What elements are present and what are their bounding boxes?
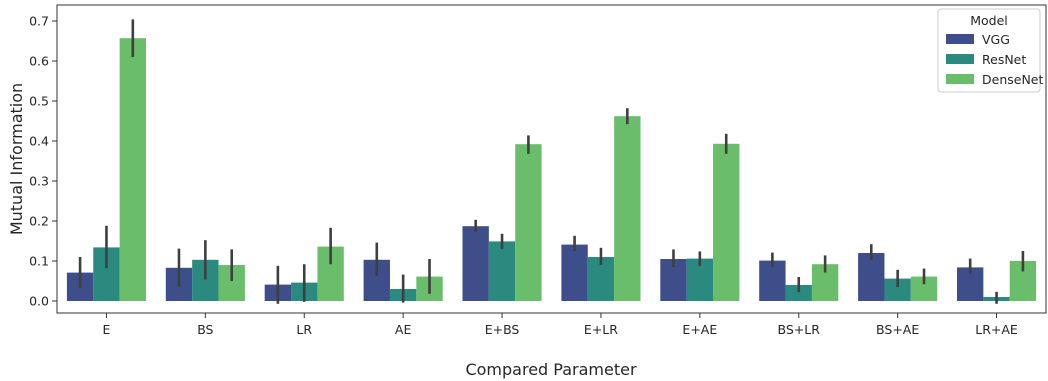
bar-densenet-e <box>119 38 147 301</box>
legend-swatch-densenet <box>946 74 974 84</box>
y-tick-label: 0.6 <box>29 54 49 69</box>
bar-resnet-bs-ae <box>884 278 911 301</box>
x-tick-label: E+AE <box>682 322 717 337</box>
x-tick-label: LR+AE <box>975 322 1018 337</box>
x-tick-label: BS <box>197 322 213 337</box>
y-tick-label: 0.3 <box>29 174 49 189</box>
x-tick-label: E+BS <box>485 322 520 337</box>
legend-swatch-resnet <box>946 54 974 64</box>
bar-vgg-bs-ae <box>858 253 885 301</box>
legend-frame <box>937 8 1041 93</box>
plot-frame <box>56 4 1047 314</box>
legend-label-resnet: ResNet <box>982 52 1026 67</box>
legend-label-densenet: DenseNet <box>982 72 1043 87</box>
y-tick-label: 0.2 <box>29 214 49 229</box>
x-tick-label: BS+LR <box>778 322 821 337</box>
bars-layer <box>66 38 1037 301</box>
bar-vgg-e-lr <box>561 244 588 301</box>
y-tick-label: 0.7 <box>29 14 49 29</box>
y-tick-label: 0.0 <box>29 294 49 309</box>
bar-densenet-e-ae <box>713 143 740 301</box>
x-axis: E BS LR AE E+BS E+LR E+AE BS+LR BS+AE LR+AE <box>102 313 1018 337</box>
bar-vgg-e-bs <box>462 226 489 301</box>
error-bars-layer <box>78 19 1025 304</box>
y-axis: 0.0 0.1 0.2 0.3 0.4 0.5 0.6 0.7 <box>29 14 57 309</box>
bar-densenet-e-bs <box>515 144 542 301</box>
x-tick-label: BS+AE <box>876 322 919 337</box>
y-tick-label: 0.5 <box>29 94 49 109</box>
x-axis-label: Compared Parameter <box>465 360 636 379</box>
bar-densenet-e-lr <box>614 116 641 301</box>
y-tick-label: 0.4 <box>29 134 49 149</box>
x-tick-label: LR <box>296 322 312 337</box>
x-tick-label: E+LR <box>584 322 618 337</box>
y-axis-label: Mutual Information <box>7 83 26 235</box>
legend-items: VGG ResNet DenseNet <box>946 32 1043 87</box>
legend: Model VGG ResNet DenseNet <box>937 8 1043 93</box>
legend-label-vgg: VGG <box>982 32 1010 47</box>
legend-swatch-vgg <box>946 34 974 44</box>
bar-vgg-bs-lr <box>759 260 786 301</box>
legend-title: Model <box>970 13 1008 28</box>
bar-resnet-bs-lr <box>785 285 812 301</box>
y-tick-label: 0.1 <box>29 254 49 269</box>
x-tick-label: AE <box>395 322 412 337</box>
bar-resnet-e-bs <box>488 241 516 301</box>
x-tick-label: E <box>102 322 110 337</box>
